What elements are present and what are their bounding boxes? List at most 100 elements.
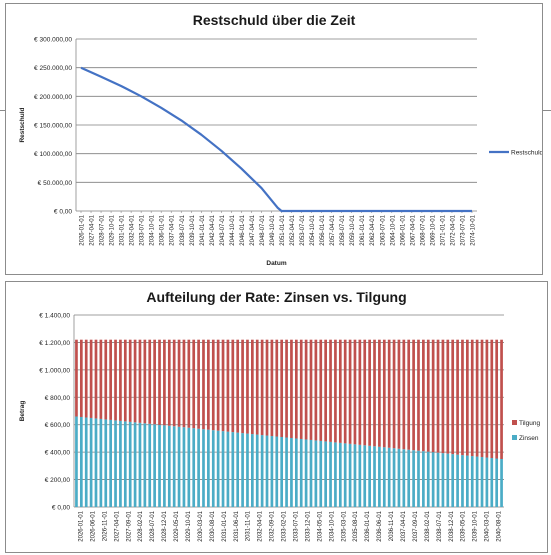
bar-tilgung [280,339,284,438]
bar-tilgung [285,339,288,438]
bar-tilgung [236,339,240,433]
x-tick-label: 2040-08-01 [497,510,503,541]
bar-zinsen [202,429,205,507]
bar-tilgung [397,339,401,449]
x-tick-label: 2057-04-01 [330,214,336,245]
bar-zinsen [422,451,425,507]
bar-zinsen [294,438,298,507]
x-tick-label: 2033-07-01 [293,510,299,541]
bar-zinsen [275,436,279,507]
y-tick-label: € 100.000,00 [34,151,72,158]
bar-zinsen [338,442,342,507]
legend-label-zinsen: Zinsen [519,435,539,442]
bar-tilgung [373,339,376,447]
bar-tilgung [138,339,142,423]
bar-tilgung [407,339,411,450]
bar-zinsen [461,455,464,507]
bar-zinsen [182,427,186,507]
bar-tilgung [128,339,132,422]
x-tick-label: 2028-07-01 [100,214,106,245]
bar-zinsen [368,445,371,507]
bar-tilgung [182,339,186,428]
bar-tilgung [329,339,332,442]
x-tick-label: 2072-04-01 [450,214,456,245]
x-tick-label: 2037-04-01 [401,510,407,541]
bar-tilgung [163,339,166,426]
bar-tilgung [187,339,191,428]
bar-tilgung [319,339,323,441]
bar-tilgung [109,339,112,420]
bar-zinsen [402,449,406,507]
x-axis-title: Datum [266,260,286,267]
x-tick-label: 2040-03-01 [485,510,491,541]
x-tick-label: 2026-06-01 [90,510,96,541]
bar-tilgung [353,339,357,445]
legend-label-tilgung: Tilgung [519,420,540,427]
bar-tilgung [426,339,430,452]
x-tick-label: 2029-10-01 [110,214,116,245]
bar-tilgung [226,339,230,432]
x-tick-label: 2056-01-01 [320,214,326,245]
bar-zinsen [490,458,494,507]
x-tick-label: 2038-12-01 [449,510,455,541]
bar-tilgung [89,339,93,418]
x-tick-label: 2038-07-01 [437,510,443,541]
bar-tilgung [241,339,244,434]
restschuld-chart[interactable]: Restschuld über die Zeit € 0,00 € 50.000,… [5,3,543,275]
x-tick-label: 2036-06-01 [377,510,383,541]
bar-zinsen [255,434,259,507]
y-tick-label: € 600,00 [45,422,71,429]
x-tick-label: 2054-10-01 [310,214,316,245]
bar-zinsen [456,454,459,507]
bar-tilgung [417,339,420,451]
bar-zinsen [285,437,288,507]
bar-zinsen [128,421,132,507]
bar-zinsen [334,442,337,507]
x-tick-label: 2026-01-01 [78,510,84,541]
bar-zinsen [251,434,254,507]
x-tick-label: 2039-05-01 [461,510,467,541]
x-tick-label: 2031-01-01 [120,214,126,245]
bar-tilgung [265,339,269,436]
bar-tilgung [324,339,327,442]
x-tick-label: 2074-10-01 [470,214,476,245]
bar-tilgung [480,339,484,458]
bar-tilgung [221,339,225,432]
bar-tilgung [343,339,347,444]
bar-tilgung [475,339,479,457]
bar-tilgung [304,339,308,440]
bar-tilgung [75,339,78,417]
bar-tilgung [334,339,337,443]
bar-zinsen [441,453,445,507]
bar-tilgung [314,339,318,441]
rate-split-chart[interactable]: Aufteilung der Rate: Zinsen vs. Tilgung … [5,281,548,553]
bar-zinsen [216,430,220,507]
x-tick-label: 2026-01-01 [80,214,86,245]
series-line-restschuld [80,66,472,213]
bar-tilgung [466,339,469,456]
bar-tilgung [402,339,406,450]
bar-zinsen [265,435,269,507]
x-tick-label: 2073-07-01 [460,214,466,245]
x-tick-label: 2041-01-01 [200,214,206,245]
bar-tilgung [387,339,391,448]
bar-zinsen [221,431,225,507]
bar-zinsen [236,432,240,507]
bar-zinsen [226,431,230,507]
y-axis-title: Restschuld [19,107,26,142]
bar-zinsen [123,421,127,507]
bar-tilgung [114,339,117,421]
x-tick-label: 2035-03-01 [341,510,347,541]
bar-tilgung [79,339,83,417]
bar-tilgung [290,339,293,438]
bar-tilgung [368,339,371,446]
y-tick-label: € 1.400,00 [39,313,70,320]
x-tick-label: 2031-01-01 [222,510,228,541]
bar-zinsen [324,441,327,507]
x-tick-label: 2069-10-01 [430,214,436,245]
bar-tilgung [158,339,161,425]
bar-zinsen [485,457,489,507]
bar-tilgung [431,339,435,453]
x-tick-label: 2067-04-01 [410,214,416,245]
bar-zinsen [94,418,98,507]
